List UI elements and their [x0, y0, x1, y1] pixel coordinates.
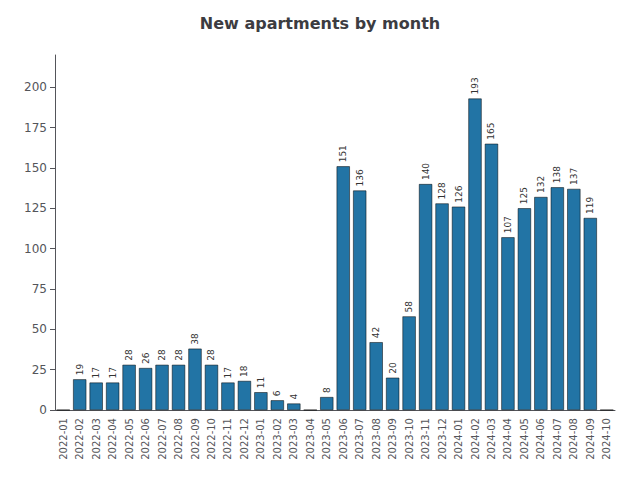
- svg-text:138: 138: [552, 166, 562, 183]
- svg-text:17: 17: [108, 367, 118, 378]
- svg-text:2022-09: 2022-09: [190, 418, 201, 460]
- svg-text:58: 58: [404, 301, 414, 313]
- svg-text:6: 6: [272, 390, 282, 396]
- svg-text:19: 19: [75, 364, 85, 376]
- svg-text:125: 125: [24, 201, 47, 215]
- svg-text:50: 50: [32, 322, 47, 336]
- svg-text:151: 151: [338, 145, 348, 162]
- svg-text:0: 0: [39, 403, 47, 417]
- svg-text:4: 4: [289, 394, 299, 400]
- svg-text:132: 132: [536, 176, 546, 193]
- svg-text:2023-03: 2023-03: [288, 418, 299, 460]
- svg-text:2022-01: 2022-01: [58, 418, 69, 460]
- svg-text:2023-10: 2023-10: [404, 418, 415, 460]
- svg-text:2024-03: 2024-03: [486, 418, 497, 460]
- svg-text:2022-10: 2022-10: [206, 418, 217, 460]
- svg-text:2023-09: 2023-09: [387, 418, 398, 460]
- svg-text:100: 100: [24, 242, 47, 256]
- svg-text:38: 38: [190, 333, 200, 345]
- svg-text:2023-12: 2023-12: [437, 418, 448, 460]
- svg-text:119: 119: [585, 197, 595, 214]
- svg-text:42: 42: [371, 327, 381, 338]
- svg-text:2023-05: 2023-05: [321, 418, 332, 460]
- svg-text:25: 25: [32, 363, 47, 377]
- svg-text:2022-07: 2022-07: [157, 418, 168, 460]
- svg-text:126: 126: [454, 185, 464, 202]
- svg-text:8: 8: [322, 387, 332, 393]
- svg-text:2022-12: 2022-12: [239, 418, 250, 460]
- svg-text:20: 20: [388, 362, 398, 374]
- svg-text:18: 18: [239, 365, 249, 377]
- svg-text:28: 28: [174, 349, 184, 361]
- svg-text:2022-06: 2022-06: [140, 418, 151, 460]
- svg-text:2024-09: 2024-09: [585, 418, 596, 460]
- svg-text:75: 75: [32, 282, 47, 296]
- svg-text:2023-08: 2023-08: [371, 418, 382, 460]
- svg-text:136: 136: [355, 169, 365, 186]
- svg-text:137: 137: [569, 168, 579, 185]
- svg-text:175: 175: [24, 121, 47, 135]
- svg-text:17: 17: [91, 367, 101, 378]
- svg-text:2024-02: 2024-02: [470, 418, 481, 460]
- svg-text:150: 150: [24, 161, 47, 175]
- svg-text:28: 28: [206, 349, 216, 361]
- svg-text:2024-06: 2024-06: [535, 418, 546, 460]
- svg-text:2024-04: 2024-04: [502, 418, 513, 460]
- svg-text:2022-11: 2022-11: [222, 418, 233, 460]
- svg-text:2023-11: 2023-11: [420, 418, 431, 460]
- svg-text:165: 165: [486, 123, 496, 140]
- svg-text:2023-06: 2023-06: [338, 418, 349, 460]
- svg-text:2023-01: 2023-01: [255, 418, 266, 460]
- svg-text:28: 28: [157, 349, 167, 361]
- svg-text:2024-01: 2024-01: [453, 418, 464, 460]
- svg-text:2023-04: 2023-04: [305, 418, 316, 460]
- svg-text:New apartments by month: New apartments by month: [200, 14, 440, 33]
- svg-text:2022-03: 2022-03: [91, 418, 102, 460]
- svg-text:26: 26: [141, 352, 151, 364]
- svg-text:11: 11: [256, 377, 266, 388]
- svg-text:200: 200: [24, 80, 47, 94]
- svg-text:125: 125: [519, 187, 529, 204]
- svg-text:140: 140: [421, 163, 431, 180]
- svg-text:2024-10: 2024-10: [601, 418, 612, 460]
- svg-text:128: 128: [437, 182, 447, 199]
- svg-text:28: 28: [124, 349, 134, 361]
- svg-text:2022-08: 2022-08: [173, 418, 184, 460]
- svg-text:2022-05: 2022-05: [124, 418, 135, 460]
- svg-text:193: 193: [470, 77, 480, 94]
- svg-text:2024-05: 2024-05: [519, 418, 530, 460]
- svg-text:107: 107: [503, 216, 513, 233]
- svg-text:2024-08: 2024-08: [568, 418, 579, 460]
- svg-text:2023-02: 2023-02: [272, 418, 283, 460]
- svg-text:2022-04: 2022-04: [107, 418, 118, 460]
- svg-text:17: 17: [223, 367, 233, 378]
- svg-text:2023-07: 2023-07: [354, 418, 365, 460]
- svg-text:2024-07: 2024-07: [552, 418, 563, 460]
- svg-text:2022-02: 2022-02: [74, 418, 85, 460]
